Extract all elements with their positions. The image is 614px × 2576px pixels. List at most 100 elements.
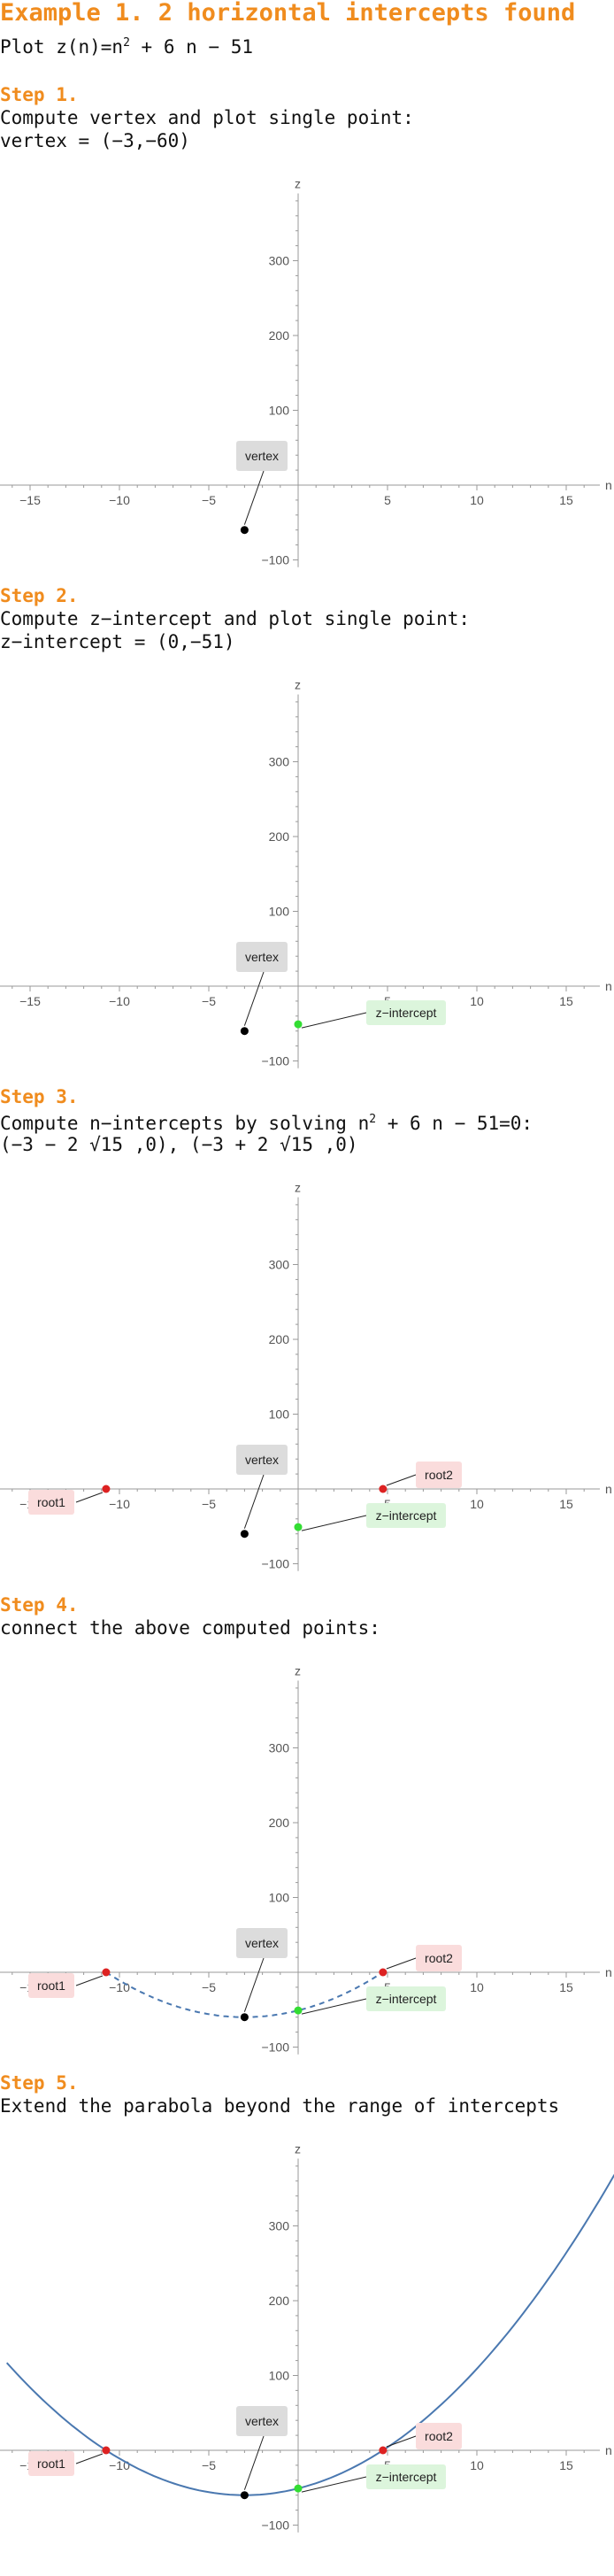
y-axis-label: z xyxy=(295,677,301,691)
root2-leader xyxy=(386,1474,417,1486)
y-tick-label: −100 xyxy=(261,2518,289,2533)
root1-box xyxy=(28,1973,74,1998)
y-tick-label: −100 xyxy=(261,1557,289,1571)
root1-label: root1 xyxy=(37,1495,65,1509)
vertex-box xyxy=(236,942,288,972)
z-intercept-box xyxy=(366,1000,446,1025)
step-5-line-1: Extend the parabola beyond the range of … xyxy=(0,2095,560,2117)
y-tick-label: 100 xyxy=(269,2369,290,2383)
chart-1: n z −15 −10 −5 5 10 15 −100 100 200 300 vertex xyxy=(0,176,612,567)
z-intercept-leader xyxy=(301,1515,367,1531)
y-tick-label: 200 xyxy=(269,1816,290,1830)
vertex-box xyxy=(236,1445,288,1475)
vertex-point xyxy=(240,1027,249,1036)
chart-4: nz−15−10−551015−100100200300vertexz−inte… xyxy=(0,1663,612,2055)
x-axis-label: n xyxy=(605,478,612,492)
vertex-leader xyxy=(243,971,265,1026)
chart-panel-5: nz−15−10−551015−100100200300vertexz−inte… xyxy=(0,2125,614,2576)
vertex-box xyxy=(236,1928,288,1958)
z-intercept-leader xyxy=(301,2476,367,2493)
step-4-label: Step 4. xyxy=(0,1594,79,1616)
x-tick-label: 15 xyxy=(559,1980,573,1994)
root1-point xyxy=(102,1968,111,1977)
z-intercept-point xyxy=(294,2006,303,2015)
z-intercept-label: z−intercept xyxy=(376,1508,437,1523)
x-tick-label: −5 xyxy=(202,2458,216,2472)
y-tick-label: 200 xyxy=(269,829,290,844)
step-2-line-2: z−intercept = (0,−51) xyxy=(0,631,235,652)
x-tick-label: 15 xyxy=(559,1497,573,1511)
y-tick-label: 100 xyxy=(269,1408,290,1422)
z-intercept-point xyxy=(294,2484,303,2493)
step-1-line-2: vertex = (−3,−60) xyxy=(0,130,190,151)
root2-leader xyxy=(386,1957,417,1970)
root2-point xyxy=(379,2446,388,2455)
y-tick-label: 100 xyxy=(269,404,290,418)
root2-leader xyxy=(386,2435,417,2448)
vertex-label: vertex xyxy=(245,449,279,463)
root1-label: root1 xyxy=(37,1978,65,1993)
z-intercept-box xyxy=(366,1503,446,1528)
step-4-line-1: connect the above computed points: xyxy=(0,1617,380,1639)
y-axis-label: z xyxy=(295,176,301,190)
x-tick-label: −10 xyxy=(109,1497,130,1511)
y-tick-label: 300 xyxy=(269,1258,290,1272)
z-intercept-box xyxy=(366,1986,446,2011)
chart-2: nz−15−10−551015−100100200300vertexz−inte… xyxy=(0,677,612,1068)
root2-box xyxy=(416,1945,462,1971)
chart-3: nz−15−10−551015−100100200300vertexz−inte… xyxy=(0,1180,612,1571)
y-tick-label: 300 xyxy=(269,755,290,769)
vertex-label: vertex xyxy=(245,2414,279,2428)
step-3-line-2: (−3 − 2 √15 ,0), (−3 + 2 √15 ,0) xyxy=(0,1134,358,1155)
root1-leader xyxy=(75,1975,104,1986)
vertex-point xyxy=(240,526,249,535)
y-axis-label: z xyxy=(295,1180,301,1194)
y-tick-label: 300 xyxy=(269,2219,290,2233)
root2-point xyxy=(379,1485,388,1493)
y-tick-label: 100 xyxy=(269,1891,290,1905)
x-tick-label: 15 xyxy=(559,994,573,1008)
root2-label: root2 xyxy=(425,1468,453,1482)
vertex-leader xyxy=(243,1957,265,2012)
x-tick-label: −15 xyxy=(19,994,41,1008)
root1-box xyxy=(28,1490,74,1515)
chart-panel-4: nz−15−10−551015−100100200300vertexz−inte… xyxy=(0,1647,614,2098)
step-2-line-1: Compute z−intercept and plot single poin… xyxy=(0,608,471,629)
x-tick-label: −10 xyxy=(109,994,130,1008)
page-title: Example 1. 2 horizontal intercepts found xyxy=(0,0,576,27)
vertex-box xyxy=(236,2406,288,2436)
z-intercept-leader xyxy=(301,1012,367,1029)
x-tick-label: 10 xyxy=(470,994,484,1008)
x-tick-label: 15 xyxy=(559,2458,573,2472)
parabola-curve xyxy=(5,2174,614,2496)
x-axis-label: n xyxy=(605,1482,612,1496)
z-intercept-point xyxy=(294,1020,303,1029)
z-intercept-leader xyxy=(301,1998,367,2015)
x-axis-label: n xyxy=(605,1965,612,1979)
y-tick-label: 200 xyxy=(269,328,290,343)
z-intercept-label: z−intercept xyxy=(376,1992,437,2006)
vertex-leader xyxy=(243,1474,265,1529)
root1-label: root1 xyxy=(37,2456,65,2471)
y-axis-label: z xyxy=(295,1663,301,1677)
vertex-label: vertex xyxy=(245,950,279,964)
x-tick-label: 10 xyxy=(470,493,484,507)
root1-leader xyxy=(75,2453,104,2464)
y-tick-label: −100 xyxy=(261,2040,289,2055)
y-tick-label: 300 xyxy=(269,254,290,268)
z-intercept-box xyxy=(366,2464,446,2489)
vertex-point xyxy=(240,2013,249,2022)
x-tick-label: 5 xyxy=(384,493,391,507)
y-tick-label: 300 xyxy=(269,1741,290,1755)
y-tick-label: −100 xyxy=(261,1054,289,1068)
y-tick-label: 100 xyxy=(269,905,290,919)
vertex-leader xyxy=(243,2435,265,2490)
y-tick-label: 200 xyxy=(269,2294,290,2308)
step-1-label: Step 1. xyxy=(0,84,79,105)
root1-leader xyxy=(75,1492,104,1503)
root1-point xyxy=(102,1485,111,1493)
step-5-label: Step 5. xyxy=(0,2072,79,2094)
root2-box xyxy=(416,2423,462,2449)
x-tick-label: −5 xyxy=(202,1980,216,1994)
x-tick-label: −15 xyxy=(19,493,41,507)
